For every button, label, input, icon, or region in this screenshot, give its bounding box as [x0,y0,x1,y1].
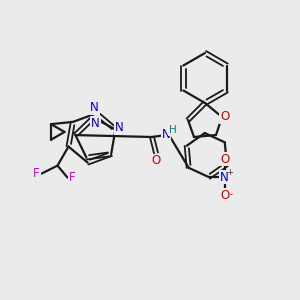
Text: N: N [91,117,100,130]
Text: N: N [115,121,124,134]
Text: O: O [220,153,230,166]
Text: H: H [169,125,177,135]
Text: N: N [220,171,229,184]
Text: O: O [220,110,230,124]
Text: +: + [226,168,233,177]
Text: N: N [90,101,99,114]
Text: -: - [229,190,232,200]
Text: N: N [162,128,170,142]
Text: O: O [220,189,230,202]
Text: F: F [33,167,40,180]
Text: O: O [152,154,160,167]
Text: F: F [69,171,76,184]
